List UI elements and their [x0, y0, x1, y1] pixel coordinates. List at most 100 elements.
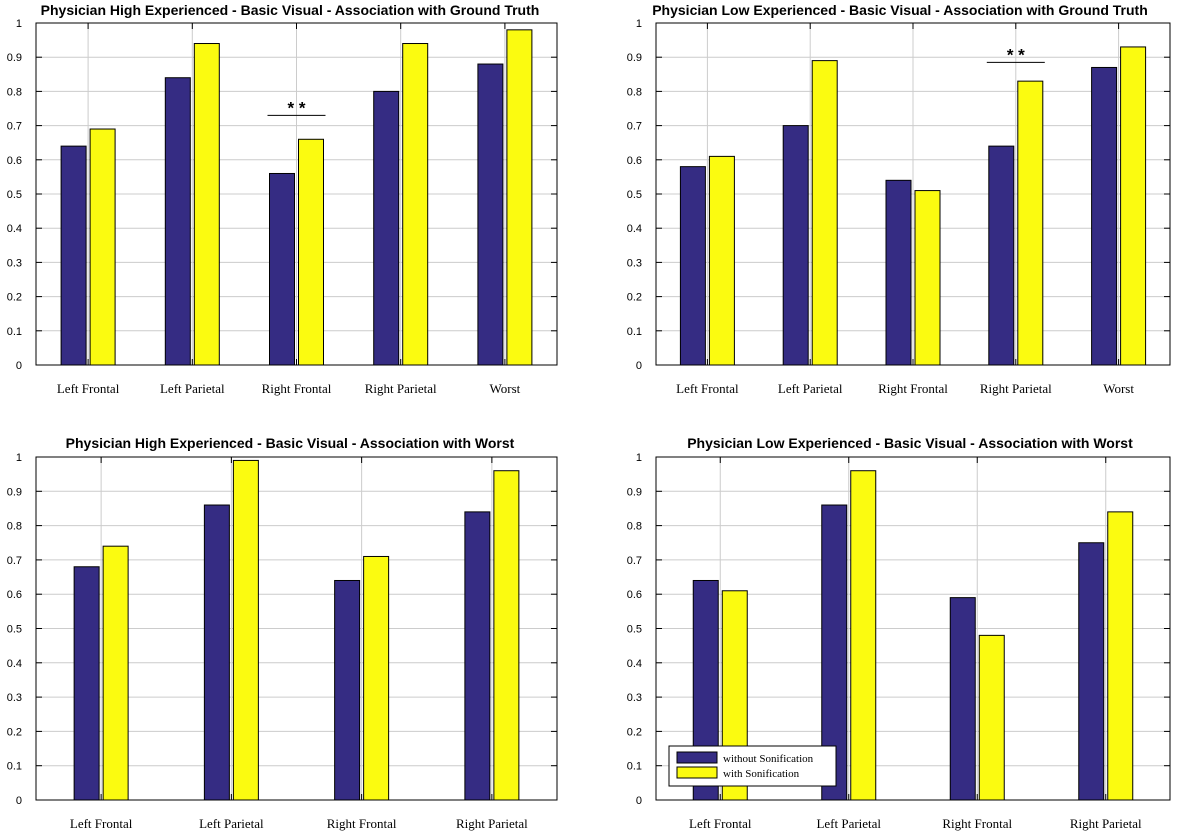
y-tick-label: 0.3 [7, 692, 22, 704]
x-category-label: Right Frontal [327, 816, 397, 831]
bar-without-sonification [464, 511, 491, 801]
y-tick-label: 0.2 [627, 726, 642, 738]
y-tick-label: 0.7 [7, 555, 22, 567]
bar-without-sonification [1078, 542, 1105, 801]
y-tick-label: 1 [16, 18, 22, 30]
x-category-label: Right Frontal [262, 381, 332, 396]
y-tick-label: 0.1 [627, 761, 642, 773]
bar-with-sonification [914, 190, 941, 366]
chart-title: Physician Low Experienced - Basic Visual… [687, 435, 1133, 451]
x-category-label: Right Frontal [942, 816, 1012, 831]
axes-frame [35, 22, 558, 366]
y-tick-label: 0.8 [627, 86, 642, 98]
x-category-label: Left Frontal [57, 381, 120, 396]
bar-without-sonification [885, 179, 912, 366]
y-tick-label: 0.5 [7, 189, 22, 201]
y-tick-label: 0 [16, 795, 22, 807]
y-tick-label: 0.9 [627, 52, 642, 64]
y-tick-label: 0.7 [627, 121, 642, 133]
bar-with-sonification [708, 155, 735, 366]
bar-without-sonification [60, 145, 87, 366]
y-tick-label: 1 [636, 18, 642, 30]
legend-swatch-with [676, 766, 718, 779]
y-tick-label: 0.5 [7, 624, 22, 636]
y-tick-label: 0.6 [627, 155, 642, 167]
bar-without-sonification [203, 504, 230, 801]
y-tick-label: 1 [16, 452, 22, 464]
x-category-label: Left Frontal [689, 816, 752, 831]
bar-without-sonification [334, 579, 361, 801]
chart-title: Physician High Experienced - Basic Visua… [66, 435, 515, 451]
x-category-label: Left Frontal [70, 816, 133, 831]
x-category-label: Left Parietal [160, 381, 225, 396]
bar-without-sonification [73, 566, 100, 801]
chart-panel-3: 0 0.1 0.2 0.3 0.4 0.5 0.6 0.7 0.8 0.9 1 Left Fronta… [7, 435, 558, 831]
x-category-label: Right Parietal [980, 381, 1052, 396]
y-tick-label: 0.9 [7, 52, 22, 64]
legend-swatch-without [676, 751, 718, 764]
chart-title: Physician Low Experienced - Basic Visual… [652, 2, 1148, 18]
x-category-label: Right Frontal [878, 381, 948, 396]
y-tick-label: 0.1 [7, 761, 22, 773]
axes-frame [655, 456, 1171, 801]
x-category-label: Right Parietal [1070, 816, 1142, 831]
bar-without-sonification [269, 172, 295, 366]
y-tick-label: 0.9 [7, 486, 22, 498]
bar-with-sonification [978, 634, 1005, 801]
bar-without-sonification [988, 145, 1015, 366]
bar-with-sonification [102, 545, 129, 801]
bar-without-sonification [1091, 66, 1118, 366]
y-tick-label: 0.3 [627, 692, 642, 704]
y-tick-label: 1 [636, 452, 642, 464]
chart-panel-4: 0 0.1 0.2 0.3 0.4 0.5 0.6 0.7 0.8 0.9 1 Left Fronta… [627, 435, 1171, 831]
axes-frame [35, 456, 558, 801]
y-tick-label: 0.5 [627, 624, 642, 636]
bar-with-sonification [363, 555, 390, 801]
bar-with-sonification [298, 138, 324, 366]
y-tick-label: 0.7 [7, 121, 22, 133]
bar-with-sonification [232, 459, 259, 801]
y-tick-label: 0.6 [627, 589, 642, 601]
legend-entry-label: without Sonification [723, 753, 814, 765]
chart-panel-2: 0 0.1 0.2 0.3 0.4 0.5 0.6 0.7 0.8 0.9 1 Left Fronta… [627, 2, 1171, 396]
y-tick-label: 0.3 [627, 257, 642, 269]
y-tick-label: 0 [636, 360, 642, 372]
y-tick-label: 0.9 [627, 486, 642, 498]
y-tick-label: 0.2 [627, 292, 642, 304]
y-tick-label: 0.4 [7, 658, 22, 670]
bar-with-sonification [493, 470, 520, 801]
y-tick-label: 0.1 [627, 326, 642, 338]
x-category-label: Right Parietal [456, 816, 528, 831]
bar-without-sonification [164, 77, 191, 366]
x-category-label: Left Parietal [778, 381, 843, 396]
chart-title: Physician High Experienced - Basic Visua… [41, 2, 540, 18]
bar-without-sonification [679, 166, 706, 366]
y-tick-label: 0.4 [627, 223, 642, 235]
x-category-label: Worst [1103, 381, 1134, 396]
significance-stars: * * [288, 98, 306, 117]
y-tick-label: 0 [636, 795, 642, 807]
y-tick-label: 0 [16, 360, 22, 372]
y-tick-label: 0.5 [627, 189, 642, 201]
y-tick-label: 0.3 [7, 257, 22, 269]
x-category-label: Left Parietal [816, 816, 881, 831]
bar-with-sonification [506, 29, 533, 366]
x-category-label: Left Frontal [676, 381, 739, 396]
bar-with-sonification [1107, 511, 1134, 801]
chart-panel-1: 0 0.1 0.2 0.3 0.4 0.5 0.6 0.7 0.8 0.9 1 Left Fronta… [7, 2, 558, 396]
bar-with-sonification [811, 60, 838, 366]
x-category-label: Worst [490, 381, 521, 396]
bar-without-sonification [949, 597, 976, 801]
y-tick-label: 0.6 [7, 589, 22, 601]
bar-with-sonification [193, 43, 220, 366]
axes-frame [655, 22, 1171, 366]
y-tick-label: 0.6 [7, 155, 22, 167]
bar-with-sonification [89, 128, 116, 366]
bar-with-sonification [402, 43, 429, 366]
y-tick-label: 0.4 [627, 658, 642, 670]
x-category-label: Left Parietal [199, 816, 264, 831]
y-tick-label: 0.2 [7, 726, 22, 738]
y-tick-label: 0.4 [7, 223, 22, 235]
bar-with-sonification [850, 470, 877, 801]
